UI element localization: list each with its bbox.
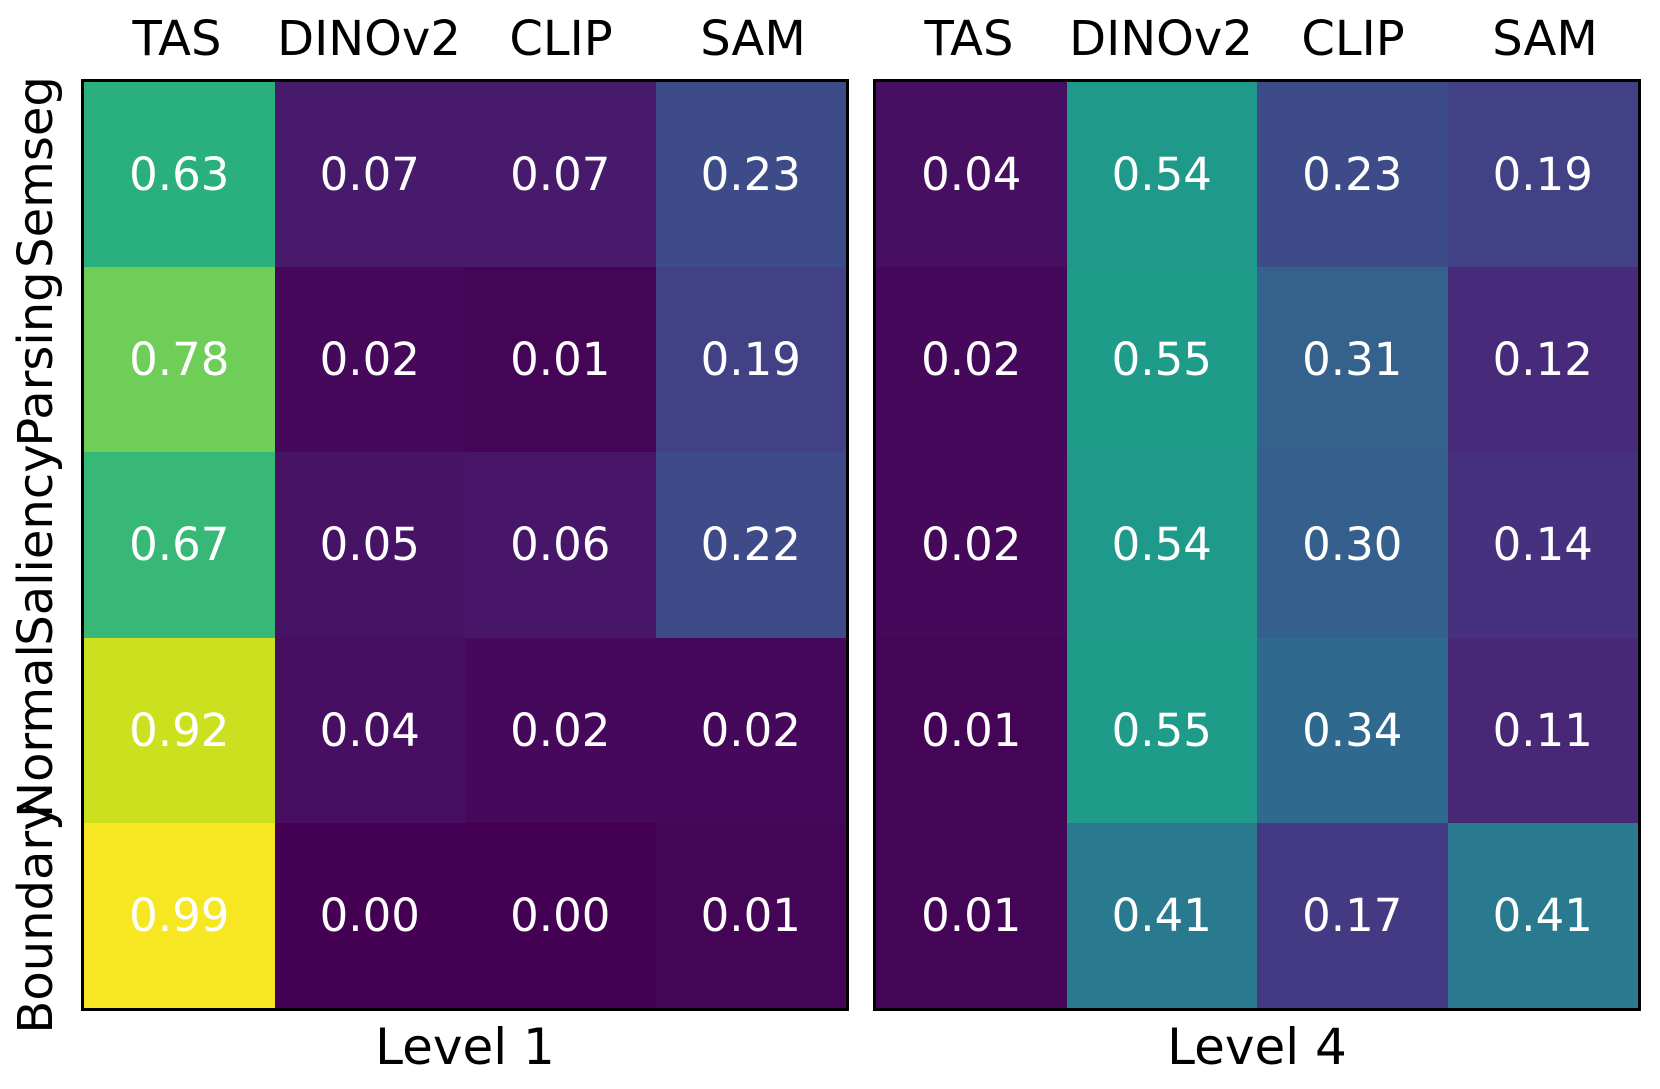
heatmap-cell: 0.07 [274,82,465,268]
heatmap-cell: 0.63 [84,82,275,268]
heatmap-cell: 0.11 [1447,637,1638,823]
heatmap-cell: 0.02 [274,267,465,453]
heatmap-cell: 0.34 [1257,637,1448,823]
heatmap-cell: 0.01 [876,637,1067,823]
heatmap-cell: 0.00 [465,822,656,1008]
heatmap-cell: 0.55 [1066,637,1257,823]
heatmap-cell: 0.67 [84,452,275,638]
x-axis-label: Level 4 [1167,1018,1347,1076]
heatmap-cell: 0.23 [655,82,846,268]
heatmap-cell: 0.01 [465,267,656,453]
heatmap-grid: 0.04 0.54 0.23 0.19 0.02 0.55 0.31 0.12 0.02 0.54… [873,79,1641,1011]
column-header-label: DINOv2 [277,11,461,67]
heatmap-cell: 0.14 [1447,452,1638,638]
heatmap-cell: 0.02 [876,452,1067,638]
heatmap-cell: 0.00 [274,822,465,1008]
heatmap-cell: 0.55 [1066,267,1257,453]
row-tick-label: Saliency [8,444,64,646]
column-header-label: SAM [1492,11,1598,67]
column-header-label: TAS [132,11,222,67]
heatmap-cell: 0.02 [465,637,656,823]
heatmap-cell: 0.01 [876,822,1067,1008]
heatmap-cell: 0.19 [1447,82,1638,268]
heatmap-cell: 0.02 [655,637,846,823]
heatmap-cell: 0.23 [1257,82,1448,268]
heatmap-cell: 0.04 [876,82,1067,268]
heatmap-cell: 0.54 [1066,452,1257,638]
heatmap-cell: 0.19 [655,267,846,453]
heatmap-cell: 0.17 [1257,822,1448,1008]
heatmap-cell: 0.07 [465,82,656,268]
column-header-label: CLIP [1301,11,1405,67]
heatmap-cell: 0.22 [655,452,846,638]
column-header-label: CLIP [509,11,613,67]
heatmap-cell: 0.12 [1447,267,1638,453]
heatmap-cell: 0.01 [655,822,846,1008]
column-header-label: SAM [700,11,806,67]
heatmap-grid: 0.63 0.07 0.07 0.23 0.78 0.02 0.01 0.19 0.67 0.05… [81,79,849,1011]
column-header-label: TAS [924,11,1014,67]
heatmap-cell: 0.54 [1066,82,1257,268]
heatmap-cell: 0.92 [84,637,275,823]
heatmap-cell: 0.05 [274,452,465,638]
row-tick-label: Semseg [8,76,64,269]
heatmap-cell: 0.99 [84,822,275,1008]
x-axis-label: Level 1 [375,1018,555,1076]
heatmap-cell: 0.02 [876,267,1067,453]
row-tick-label: Boundary [8,802,64,1034]
column-header-label: DINOv2 [1069,11,1253,67]
row-tick-label: Normal [8,644,64,819]
heatmap-cell: 0.06 [465,452,656,638]
heatmap-cell: 0.41 [1066,822,1257,1008]
heatmap-cell: 0.04 [274,637,465,823]
heatmap-cell: 0.31 [1257,267,1448,453]
heatmap-cell: 0.41 [1447,822,1638,1008]
heatmap-cell: 0.78 [84,267,275,453]
row-tick-label: Parsing [8,271,64,447]
heatmap-cell: 0.30 [1257,452,1448,638]
